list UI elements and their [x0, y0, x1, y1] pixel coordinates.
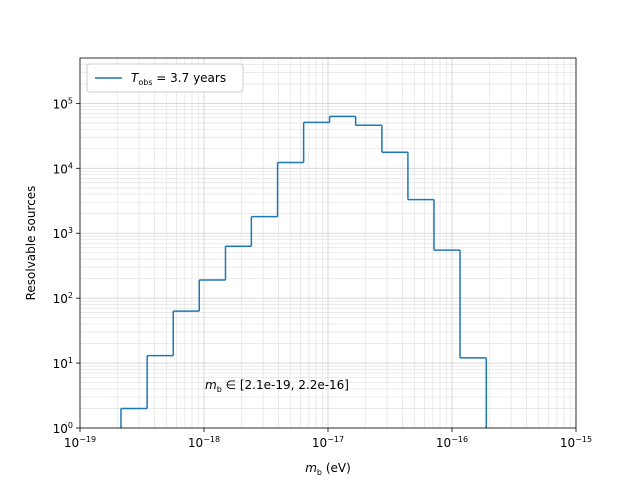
plot-area — [120, 115, 488, 428]
legend-box — [86, 63, 244, 93]
x-tick-label: 10−17 — [312, 435, 344, 450]
x-tick-label: 10−16 — [436, 435, 468, 450]
y-tick-label: 104 — [53, 161, 73, 176]
legend-label: Tobs = 3.7 years — [131, 71, 226, 87]
x-tick-label: 10−18 — [188, 435, 220, 450]
annotation: mb ∈ [2.1e-19, 2.2e-16] — [205, 378, 349, 394]
x-axis-label: mb (eV) — [305, 461, 351, 477]
y-tick-label: 103 — [53, 226, 73, 241]
x-tick-label: 10−15 — [560, 435, 592, 450]
y-tick-label: 101 — [53, 356, 73, 371]
legend: Tobs = 3.7 years — [86, 63, 244, 93]
y-tick-label: 102 — [53, 291, 73, 306]
y-tick-label: 105 — [53, 96, 73, 111]
x-tick-label: 10−19 — [64, 435, 96, 450]
y-axis-label: Resolvable sources — [24, 186, 38, 301]
y-tick-label: 100 — [53, 421, 73, 436]
